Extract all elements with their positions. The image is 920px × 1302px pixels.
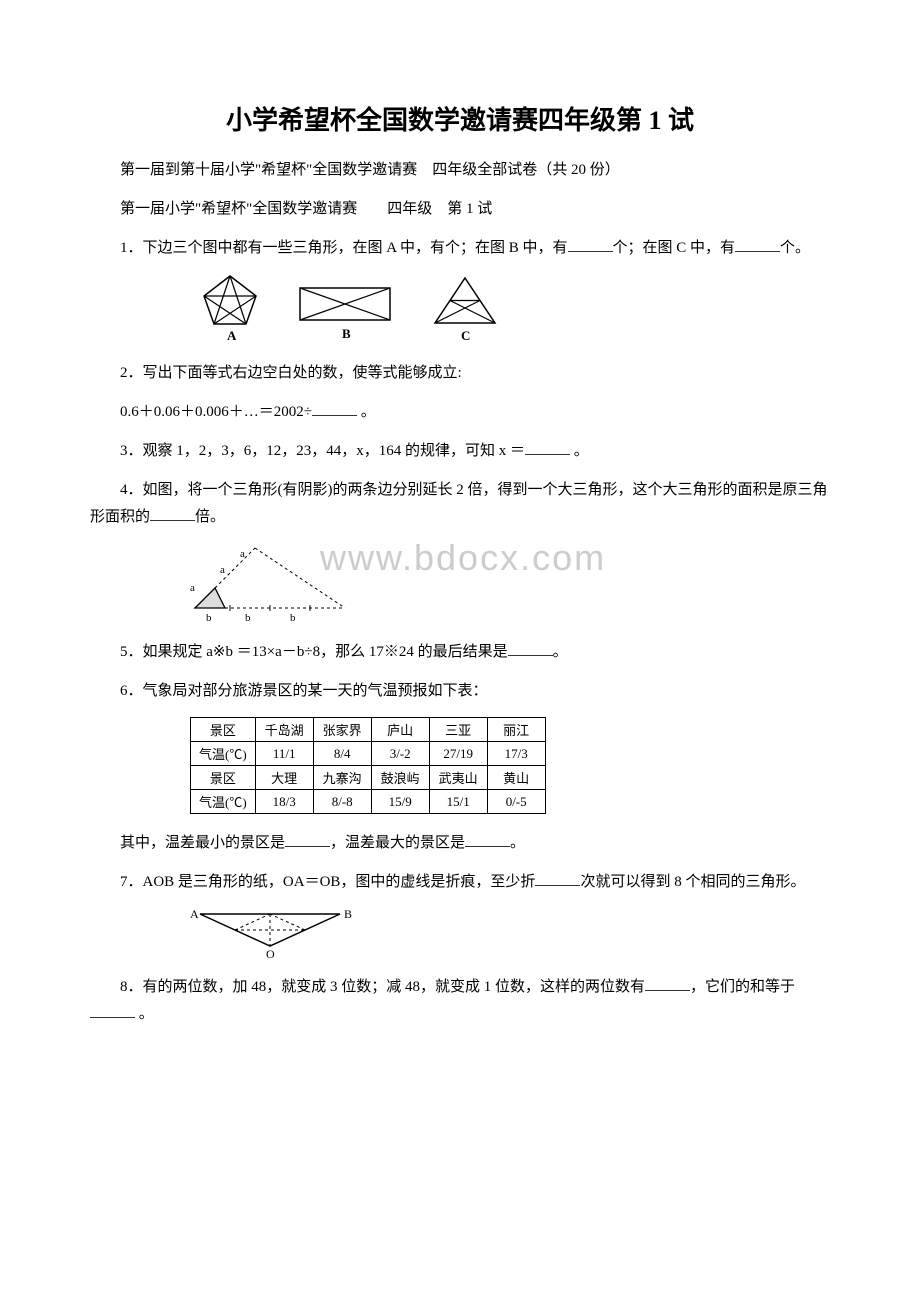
table-row: 景区 千岛湖 张家界 庐山 三亚 丽江 — [191, 718, 546, 742]
q1-text-c: 个。 — [780, 240, 810, 256]
table-cell: 黄山 — [487, 766, 545, 790]
q2-eq-text: 0.6＋0.06＋0.006＋…＝2002÷ — [120, 404, 312, 420]
table-cell: 18/3 — [255, 790, 313, 814]
q4-text-b: 倍。 — [195, 509, 225, 525]
paragraph-intro-2: 第一届小学"希望杯"全国数学邀请赛 四年级 第 1 试 — [90, 196, 830, 223]
table-cell: 15/9 — [371, 790, 429, 814]
blank — [525, 440, 570, 455]
table-cell: 0/-5 — [487, 790, 545, 814]
question-4: 4．如图，将一个三角形(有阴影)的两条边分别延长 2 倍，得到一个大三角形，这个… — [90, 477, 830, 531]
table-cell: 17/3 — [487, 742, 545, 766]
svg-text:b: b — [206, 612, 212, 623]
table-cell: 三亚 — [429, 718, 487, 742]
svg-text:a: a — [190, 582, 195, 594]
table-cell: 武夷山 — [429, 766, 487, 790]
extended-triangle-icon: a a a b b b — [190, 543, 380, 623]
svg-text:a: a — [220, 564, 225, 576]
question-6: 6．气象局对部分旅游景区的某一天的气温预报如下表： — [90, 678, 830, 705]
figure-c-icon: C — [435, 278, 495, 343]
weather-table: 景区 千岛湖 张家界 庐山 三亚 丽江 气温(℃) 11/1 8/4 3/-2 … — [190, 717, 546, 814]
q2-end: 。 — [357, 404, 376, 420]
page-title: 小学希望杯全国数学邀请赛四年级第 1 试 — [90, 100, 830, 137]
q7-text-b: 次就可以得到 8 个相同的三角形。 — [580, 874, 805, 890]
q3-text-b: 。 — [570, 443, 589, 459]
table-cell: 张家界 — [313, 718, 371, 742]
svg-text:C: C — [461, 328, 470, 343]
table-cell: 11/1 — [255, 742, 313, 766]
table-row: 景区 大理 九寨沟 鼓浪屿 武夷山 黄山 — [191, 766, 546, 790]
svg-text:O: O — [266, 947, 275, 958]
blank — [90, 1003, 135, 1018]
table-cell: 气温(℃) — [191, 790, 256, 814]
table-cell: 丽江 — [487, 718, 545, 742]
table-cell: 景区 — [191, 718, 256, 742]
question-2-eq: 0.6＋0.06＋0.006＋…＝2002÷ 。 — [90, 399, 830, 426]
blank — [568, 237, 613, 252]
question-3: 3．观察 1，2，3，6，12，23，44，x，164 的规律，可知 x ＝ 。 — [90, 438, 830, 465]
svg-text:B: B — [344, 908, 352, 921]
table-cell: 千岛湖 — [255, 718, 313, 742]
table-row: 气温(℃) 18/3 8/-8 15/9 15/1 0/-5 — [191, 790, 546, 814]
blank — [535, 871, 580, 886]
table-cell: 8/-8 — [313, 790, 371, 814]
q8-text-b: ，它们的和等于 — [690, 979, 795, 995]
blank — [285, 832, 330, 847]
table-cell: 3/-2 — [371, 742, 429, 766]
document-page: 小学希望杯全国数学邀请赛四年级第 1 试 第一届到第十届小学"希望杯"全国数学邀… — [90, 100, 830, 1028]
question-7: 7．AOB 是三角形的纸，OA＝OB，图中的虚线是折痕，至少折 次就可以得到 8 … — [90, 869, 830, 896]
paragraph-intro-1: 第一届到第十届小学"希望杯"全国数学邀请赛 四年级全部试卷（共 20 份） — [90, 157, 830, 184]
table-cell: 景区 — [191, 766, 256, 790]
blank — [312, 401, 357, 416]
blank — [508, 641, 553, 656]
svg-text:A: A — [190, 908, 199, 921]
question-2: 2．写出下面等式右边空白处的数，使等式能够成立: — [90, 360, 830, 387]
table-cell: 大理 — [255, 766, 313, 790]
q1-text-a: 1．下边三个图中都有一些三角形，在图 A 中，有个；在图 B 中，有 — [120, 240, 568, 256]
table-row: 气温(℃) 11/1 8/4 3/-2 27/19 17/3 — [191, 742, 546, 766]
q7-text-a: 7．AOB 是三角形的纸，OA＝OB，图中的虚线是折痕，至少折 — [120, 874, 535, 890]
fold-triangle-icon: A B O — [190, 908, 370, 958]
svg-text:a: a — [240, 548, 245, 560]
table-cell: 气温(℃) — [191, 742, 256, 766]
blank — [645, 976, 690, 991]
q6b-text-c: 。 — [510, 835, 525, 851]
table-cell: 鼓浪屿 — [371, 766, 429, 790]
svg-text:A: A — [227, 328, 237, 343]
table-cell: 九寨沟 — [313, 766, 371, 790]
table-cell: 27/19 — [429, 742, 487, 766]
q5-text-a: 5．如果规定 a※b ＝13×a－b÷8，那么 17※24 的最后结果是 — [120, 644, 508, 660]
blank — [465, 832, 510, 847]
figure-b-icon: B — [300, 288, 390, 341]
question-6b: 其中，温差最小的景区是 ，温差最大的景区是 。 — [90, 830, 830, 857]
q5-text-b: 。 — [553, 644, 568, 660]
figure-q7: A B O — [190, 908, 830, 958]
q8-text-c: 。 — [135, 1006, 154, 1022]
figure-q4: www.bdocx.com a a a b b b — [190, 543, 830, 623]
q6b-text-b: ，温差最大的景区是 — [330, 835, 465, 851]
q8-text-a: 8．有的两位数，加 48，就变成 3 位数；减 48，就变成 1 位数，这样的两… — [120, 979, 645, 995]
table-cell: 庐山 — [371, 718, 429, 742]
q3-text-a: 3．观察 1，2，3，6，12，23，44，x，164 的规律，可知 x ＝ — [120, 443, 525, 459]
figure-q1: A B C — [190, 274, 830, 344]
triangle-figures-abc: A B C — [190, 274, 520, 344]
svg-text:b: b — [290, 612, 296, 623]
q6b-text-a: 其中，温差最小的景区是 — [120, 835, 285, 851]
table-cell: 15/1 — [429, 790, 487, 814]
figure-a-icon: A — [204, 276, 256, 343]
question-5: 5．如果规定 a※b ＝13×a－b÷8，那么 17※24 的最后结果是 。 — [90, 639, 830, 666]
question-8: 8．有的两位数，加 48，就变成 3 位数；减 48，就变成 1 位数，这样的两… — [90, 974, 830, 1028]
table-cell: 8/4 — [313, 742, 371, 766]
q1-text-b: 个；在图 C 中，有 — [613, 240, 736, 256]
blank — [150, 506, 195, 521]
svg-text:B: B — [342, 326, 351, 341]
svg-text:b: b — [245, 612, 251, 623]
question-1: 1．下边三个图中都有一些三角形，在图 A 中，有个；在图 B 中，有 个；在图 C… — [90, 235, 830, 262]
blank — [735, 237, 780, 252]
